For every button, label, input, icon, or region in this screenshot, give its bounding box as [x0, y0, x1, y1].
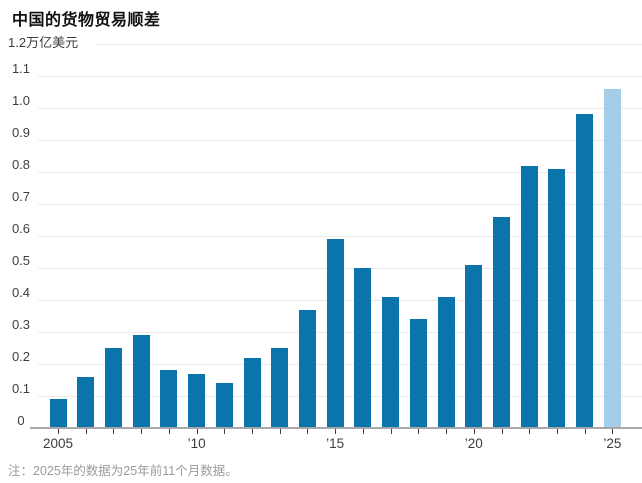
- bar-2021: [493, 216, 511, 428]
- x-axis-tick-2023: [556, 429, 558, 434]
- y-axis-label-1.0: 1.0: [11, 93, 31, 108]
- x-axis-tick-2017: [390, 429, 392, 434]
- y-axis-label-1.1: 1.1: [11, 61, 31, 76]
- gridline-1.0: [38, 108, 642, 109]
- x-axis-tick-2012: [252, 429, 254, 434]
- x-axis-tick-2005: [58, 429, 59, 434]
- y-axis-label-0.8: 0.8: [11, 157, 31, 172]
- x-axis-label-2005: 2005: [42, 436, 74, 451]
- x-axis-label-2020: ’20: [464, 436, 483, 451]
- bar-2013: [271, 348, 289, 428]
- gridline-1.1: [38, 76, 642, 77]
- x-axis-tick-2021: [501, 429, 503, 434]
- x-axis-tick-2010: [196, 429, 198, 434]
- y-axis-label-0.6: 0.6: [11, 221, 31, 236]
- y-axis-label-0.3: 0.3: [11, 317, 31, 332]
- plot-area: [38, 44, 642, 428]
- gridline-1.2: [96, 44, 642, 45]
- bar-2005: [49, 399, 67, 428]
- bar-2020: [465, 264, 483, 428]
- x-axis-tick-2024: [584, 429, 586, 434]
- x-axis-tick-2013: [279, 429, 281, 434]
- bar-2016: [354, 268, 372, 428]
- y-axis-label-0.1: 0.1: [11, 381, 31, 396]
- y-axis-unit-label: 1.2万亿美元: [8, 35, 85, 51]
- footnote: 注：2025年的数据为25年前11个月数据。: [8, 464, 238, 478]
- x-axis-label-2025: ’25: [603, 436, 622, 451]
- bar-2006: [77, 376, 95, 428]
- bar-2019: [437, 296, 455, 428]
- x-axis-label-2010: ’10: [187, 436, 206, 451]
- x-axis-tick-2014: [307, 429, 309, 434]
- x-axis-tick-2019: [446, 429, 448, 434]
- gridline-0.9: [38, 140, 642, 141]
- y-axis-label-0: 0: [17, 413, 25, 428]
- bar-2010: [188, 373, 206, 428]
- bar-2012: [243, 357, 261, 428]
- bar-2009: [160, 370, 178, 428]
- bar-2011: [215, 383, 233, 428]
- gridline-0.6: [38, 236, 642, 237]
- bar-2022: [520, 165, 538, 428]
- gridline-0.7: [38, 204, 642, 205]
- bar-2025: [603, 88, 621, 428]
- bar-2017: [382, 296, 400, 428]
- bar-2008: [132, 335, 150, 428]
- x-axis-tick-2018: [418, 429, 420, 434]
- gridline-0.8: [38, 172, 642, 173]
- y-axis-label-0.5: 0.5: [11, 253, 31, 268]
- bar-2024: [576, 114, 594, 428]
- y-axis-label-0.7: 0.7: [11, 189, 31, 204]
- x-axis-line: [30, 427, 642, 429]
- x-axis-tick-2015: [335, 429, 337, 434]
- x-axis-tick-2009: [168, 429, 170, 434]
- chart-title: 中国的货物贸易顺差: [12, 12, 161, 29]
- y-axis-label-0.4: 0.4: [11, 285, 31, 300]
- x-axis-tick-2011: [224, 429, 226, 434]
- bar-2018: [409, 319, 427, 428]
- bar-2023: [548, 168, 566, 428]
- x-axis-tick-2022: [529, 429, 531, 434]
- x-axis-tick-2020: [473, 429, 475, 434]
- y-axis-label-0.2: 0.2: [11, 349, 31, 364]
- x-axis-tick-2006: [85, 429, 87, 434]
- x-axis-label-2015: ’15: [326, 436, 345, 451]
- x-axis-tick-2025: [612, 429, 614, 434]
- bar-2015: [326, 239, 344, 428]
- x-axis-tick-2008: [141, 429, 143, 434]
- x-axis-tick-2016: [362, 429, 364, 434]
- x-axis-tick-2007: [113, 429, 115, 434]
- bar-2014: [298, 309, 316, 428]
- bar-2007: [104, 348, 122, 428]
- y-axis-label-0.9: 0.9: [11, 125, 31, 140]
